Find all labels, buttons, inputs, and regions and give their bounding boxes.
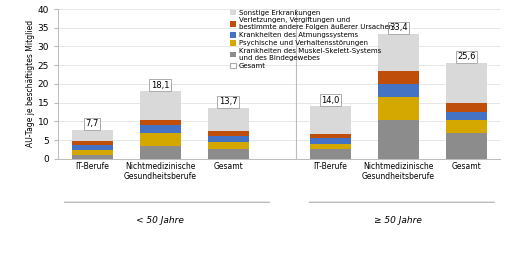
Text: ≥ 50 Jahre: ≥ 50 Jahre: [374, 216, 422, 225]
Bar: [208, 149, 248, 159]
Bar: [208, 107, 248, 131]
Bar: [139, 133, 180, 146]
Bar: [377, 84, 418, 97]
Text: 13,7: 13,7: [219, 97, 237, 106]
Text: < 50 Jahre: < 50 Jahre: [136, 216, 184, 225]
Text: 33,4: 33,4: [388, 23, 407, 32]
Text: 7,7: 7,7: [85, 119, 98, 128]
Y-axis label: AU-Tage je beschäftigtes Mitglied: AU-Tage je beschäftigtes Mitglied: [26, 20, 35, 147]
Bar: [139, 125, 180, 133]
Bar: [445, 103, 486, 112]
Bar: [72, 150, 112, 155]
Bar: [72, 130, 112, 141]
Bar: [208, 136, 248, 142]
Bar: [208, 131, 248, 136]
Bar: [377, 71, 418, 84]
Bar: [208, 142, 248, 149]
Bar: [309, 149, 350, 159]
Bar: [309, 138, 350, 144]
Bar: [445, 63, 486, 103]
Text: 25,6: 25,6: [456, 52, 475, 61]
Bar: [377, 97, 418, 119]
Text: 14,0: 14,0: [321, 96, 339, 105]
Bar: [309, 144, 350, 149]
Bar: [72, 155, 112, 159]
Bar: [309, 106, 350, 134]
Bar: [309, 134, 350, 138]
Bar: [139, 91, 180, 119]
Bar: [72, 145, 112, 150]
Legend: Sonstige Erkrankungen, Verletzungen, Vergiftungen und
bestimmte andere Folgen äu: Sonstige Erkrankungen, Verletzungen, Ver…: [229, 10, 392, 69]
Bar: [139, 119, 180, 125]
Bar: [445, 133, 486, 159]
Bar: [445, 119, 486, 133]
Bar: [445, 112, 486, 119]
Text: 18,1: 18,1: [150, 81, 169, 89]
Bar: [377, 34, 418, 71]
Bar: [139, 146, 180, 159]
Bar: [72, 141, 112, 145]
Bar: [377, 119, 418, 159]
